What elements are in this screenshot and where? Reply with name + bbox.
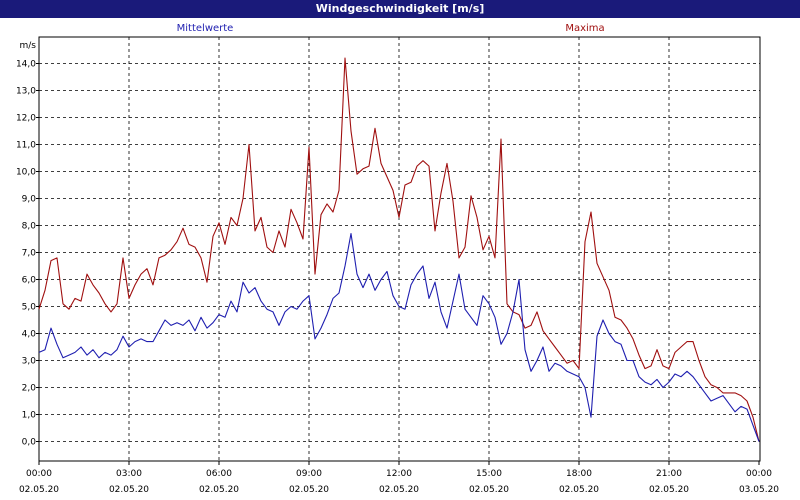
series-lines	[38, 57, 760, 442]
y-tick-label: 11,0	[16, 141, 36, 151]
y-axis-ticks: 0,0 1,0 2,0 3,0 4,0 5,0 6,0 7,0 8,0 9,0 10,0 11,0 12…	[16, 60, 39, 448]
window-title: Windgeschwindigkeit [m/s]	[315, 2, 485, 15]
y-tick-label: 3,0	[22, 357, 37, 367]
y-tick-label: 10,0	[16, 168, 36, 178]
x-tick-time-label: 12:00	[386, 469, 412, 479]
grid-lines	[39, 37, 760, 461]
x-tick-time-label: 18:00	[566, 469, 592, 479]
y-tick-label: 0,0	[22, 438, 37, 448]
series-line-maxima	[38, 57, 760, 442]
y-tick-label: 12,0	[16, 114, 36, 124]
x-tick-date-label: 02.05.20	[109, 485, 149, 495]
x-tick-date-label: 02.05.20	[469, 485, 509, 495]
x-axis-ticks: 00:00 02.05.20 03:00 02.05.20 06:00 02.05.20 0…	[19, 461, 779, 495]
y-tick-label: 1,0	[22, 411, 37, 421]
x-tick-date-label: 02.05.20	[19, 485, 59, 495]
y-tick-label: 6,0	[22, 276, 37, 286]
y-tick-label: 14,0	[16, 60, 36, 70]
x-tick-time-label: 00:00	[746, 469, 772, 479]
x-tick-time-label: 00:00	[26, 469, 52, 479]
y-tick-label: 5,0	[22, 303, 37, 313]
x-tick-time-label: 21:00	[656, 469, 682, 479]
y-axis-label: m/s	[20, 41, 37, 51]
x-tick-date-label: 02.05.20	[199, 485, 239, 495]
y-tick-label: 13,0	[16, 87, 36, 97]
x-tick-date-label: 02.05.20	[379, 485, 419, 495]
legend-maxima: Maxima	[565, 23, 605, 34]
legend-mittelwerte: Mittelwerte	[176, 23, 234, 34]
series-line-mittelwerte	[38, 233, 760, 442]
y-tick-label: 8,0	[22, 222, 37, 232]
y-tick-label: 2,0	[22, 384, 37, 394]
window-title-bar: Windgeschwindigkeit [m/s]	[0, 0, 800, 18]
x-tick-time-label: 06:00	[206, 469, 232, 479]
x-tick-date-label: 02.05.20	[559, 485, 599, 495]
y-tick-label: 9,0	[22, 195, 37, 205]
x-tick-time-label: 03:00	[116, 469, 142, 479]
y-tick-label: 4,0	[22, 330, 37, 340]
x-tick-time-label: 15:00	[476, 469, 502, 479]
x-tick-date-label: 03.05.20	[739, 485, 779, 495]
x-tick-date-label: 02.05.20	[289, 485, 329, 495]
x-tick-date-label: 02.05.20	[649, 485, 689, 495]
x-tick-time-label: 09:00	[296, 469, 322, 479]
plot-area-frame	[38, 36, 761, 462]
y-tick-label: 7,0	[22, 249, 37, 259]
